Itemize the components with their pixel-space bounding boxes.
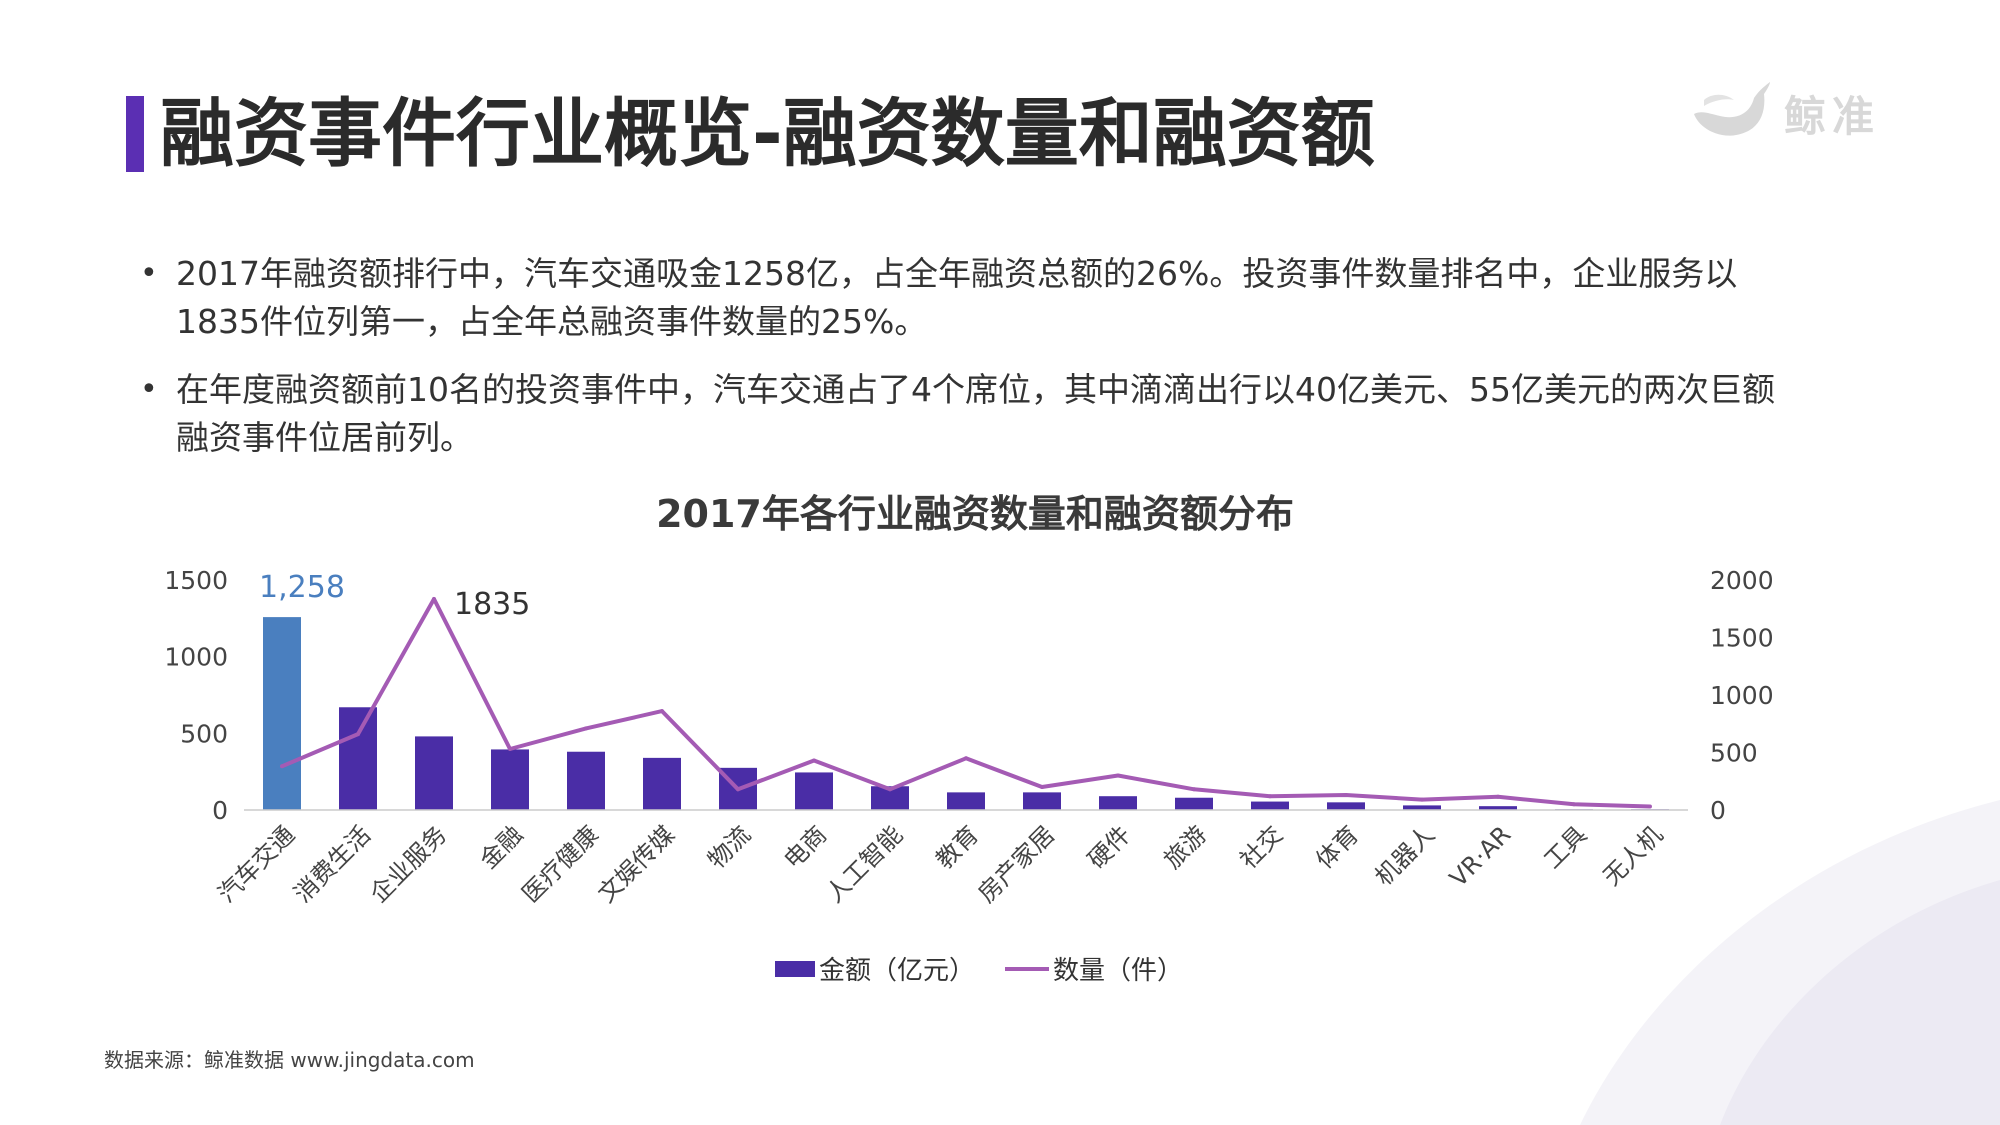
line-count-point [1192,787,1196,792]
x-category-label: VR·AR [1444,820,1516,892]
line-count-point [1040,785,1044,789]
line-count-point [736,787,740,792]
x-category-label: 企业服务 [365,820,453,908]
line-count-series [281,597,1651,809]
line-count-point [1572,802,1576,807]
legend-line-swatch [1005,966,1050,971]
y-right-tick-label: 1000 [1710,681,1774,710]
x-category-label: 房产家居 [973,820,1061,908]
bar-amount [871,786,909,810]
line-count-point [432,596,436,601]
legend-amount-label: 金额（亿元） [819,956,976,986]
bar-amount [339,707,377,810]
bar-amount [263,617,301,810]
bar-amount [1479,806,1517,810]
y-left-tick-label: 0 [212,796,228,825]
bar-amount [1327,802,1365,810]
x-category-label: 社交 [1235,820,1289,874]
brand-logo: 鲸准 [1690,80,1880,146]
data-label-amount: 1,258 [259,570,345,605]
bar-amount [1403,805,1441,810]
x-category-label: 金融 [475,820,529,874]
bar-amount [415,736,453,810]
bullet-item: • 在年度融资额前10名的投资事件中，汽车交通占了4个席位，其中滴滴出行以40亿… [136,366,1776,462]
line-count-point [660,709,664,714]
x-category-label: 硬件 [1083,820,1137,874]
x-category-label: 机器人 [1370,820,1441,891]
line-count-point [1344,793,1348,798]
bar-amount [795,772,833,810]
line-count-point [1648,804,1652,809]
x-category-label: 体育 [1311,820,1365,874]
y-left-tick-label: 1500 [164,566,228,595]
legend-bar-swatch [775,960,815,977]
data-source: 数据来源：鲸准数据 www.jingdata.com [104,1048,475,1072]
x-category-label: 工具 [1539,820,1593,874]
page-title: 融资事件行业概览-融资数量和融资额 [160,91,1375,177]
brand-name: 鲸准 [1784,91,1881,141]
x-category-label: 教育 [931,820,985,874]
legend-item-amount: 金额（亿元） [775,950,975,987]
line-count-point [1420,797,1424,802]
data-label-count: 1835 [454,587,530,622]
line-count-point [812,758,816,763]
whale-logo-icon [1694,82,1770,136]
x-category-label: 物流 [703,820,757,874]
y-left-tick-label: 1000 [164,643,228,672]
bullet-item: • 2017年融资额排行中，汽车交通吸金1258亿，占全年融资总额的26%。投资… [136,250,1776,346]
y-left-tick-label: 500 [180,719,228,748]
chart-title: 2017年各行业融资数量和融资额分布 [656,492,1294,536]
line-count-point [508,747,512,752]
bar-amount [567,751,605,810]
x-category-label: 电商 [779,820,833,874]
line-count-point [964,756,968,761]
x-category-label: 医疗健康 [517,820,605,908]
x-category-label: 汽车交通 [213,820,301,908]
y-right-tick-label: 0 [1710,796,1726,825]
bar-amount [947,792,985,810]
legend-count-label: 数量（件） [1053,956,1184,986]
bar-amount [491,749,529,810]
summary-bullets: • 2017年融资额排行中，汽车交通吸金1258亿，占全年融资总额的26%。投资… [136,250,1776,482]
legend-item-count: 数量（件） [1005,950,1183,987]
x-category-label: 消费生活 [289,820,377,908]
x-category-label: 文娱传媒 [593,820,681,908]
line-count-point [1496,794,1500,799]
bar-amount [1175,797,1213,810]
bar-amount [643,757,681,810]
line-count-point [280,764,284,769]
bullet-dot-icon: • [140,256,158,291]
y-right-tick-label: 500 [1710,739,1758,768]
x-category-label: 无人机 [1598,820,1669,891]
y-right-tick-label: 1500 [1710,624,1774,653]
line-count-point [1268,794,1272,799]
bullet-text: 在年度融资额前10名的投资事件中，汽车交通占了4个席位，其中滴滴出行以40亿美元… [176,370,1775,457]
title-accent-bar [126,96,144,172]
y-right-tick-label: 2000 [1710,566,1774,595]
bar-amount [1251,801,1289,810]
line-count-point [1116,773,1120,778]
line-count-point [584,726,588,731]
x-category-label: 人工智能 [821,820,909,908]
bar-amount [1099,796,1137,810]
bullet-text: 2017年融资额排行中，汽车交通吸金1258亿，占全年融资总额的26%。投资事件… [176,254,1738,341]
chart-legend: 金额（亿元） 数量（件） [775,950,1183,987]
x-category-label: 旅游 [1159,820,1213,874]
bar-amount [1023,792,1061,810]
bullet-dot-icon: • [140,372,158,407]
line-count-point [888,787,892,792]
line-count-point [356,732,360,737]
